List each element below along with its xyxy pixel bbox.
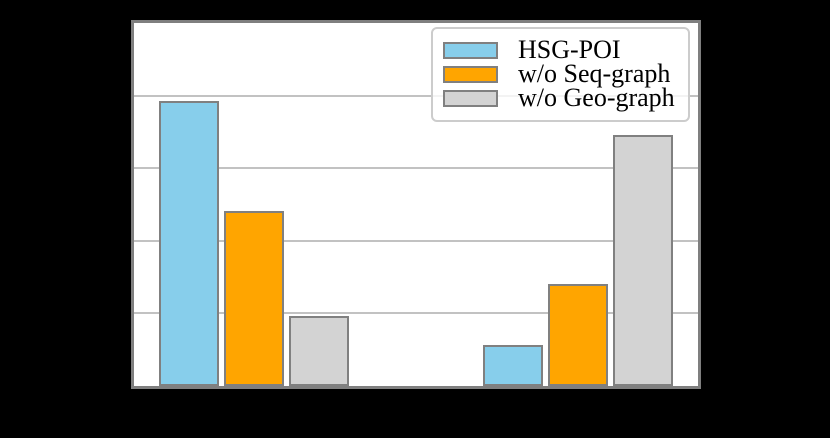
legend-label-hsg-poi: HSG-POI (518, 35, 621, 64)
bar-w-o-seq-graph-group-2 (547, 284, 608, 386)
legend-label-wo-seq-graph: w/o Seq-graph (518, 59, 671, 88)
bar-w-o-seq-graph-group-1 (224, 211, 285, 386)
bar-w-o-geo-graph-group-1 (289, 316, 350, 386)
legend-entry: HSG-POI (443, 35, 688, 64)
plot-area: HSG-POI w/o Seq-graph w/o Geo-graph (131, 20, 701, 389)
legend-swatch-hsg-poi (443, 41, 498, 59)
bar-hsg-poi-group-2 (482, 345, 543, 386)
bar-hsg-poi-group-1 (159, 100, 220, 386)
legend: HSG-POI w/o Seq-graph w/o Geo-graph (431, 27, 690, 122)
legend-entry: w/o Seq-graph (443, 59, 688, 88)
bar-w-o-geo-graph-group-2 (612, 134, 673, 386)
legend-swatch-wo-geo-graph (443, 89, 498, 107)
legend-entry: w/o Geo-graph (443, 83, 688, 112)
legend-swatch-wo-seq-graph (443, 65, 498, 83)
gridline (134, 94, 698, 97)
gridline (134, 239, 698, 242)
legend-label-wo-geo-graph: w/o Geo-graph (518, 83, 675, 112)
gridline (134, 167, 698, 170)
gridline (134, 312, 698, 315)
